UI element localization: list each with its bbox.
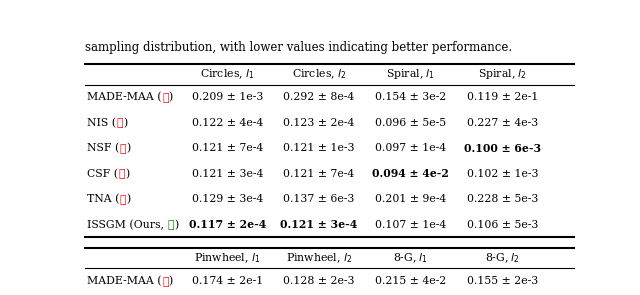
Text: 0.154 ± 3e-2: 0.154 ± 3e-2 bbox=[375, 92, 447, 102]
Text: 0.201 ± 9e-4: 0.201 ± 9e-4 bbox=[375, 194, 447, 204]
Text: 0.121 ± 3e-4: 0.121 ± 3e-4 bbox=[191, 169, 263, 179]
Text: 8-G, $l_2$: 8-G, $l_2$ bbox=[485, 251, 520, 265]
Text: ✗: ✗ bbox=[120, 194, 127, 205]
Text: ✗: ✗ bbox=[162, 276, 168, 287]
Text: ✗: ✗ bbox=[116, 117, 123, 128]
Text: 0.227 ± 4e-3: 0.227 ± 4e-3 bbox=[467, 118, 538, 128]
Text: sampling distribution, with lower values indicating better performance.: sampling distribution, with lower values… bbox=[85, 41, 512, 54]
Text: 0.121 ± 7e-4: 0.121 ± 7e-4 bbox=[192, 143, 263, 153]
Text: 8-G, $l_1$: 8-G, $l_1$ bbox=[394, 251, 428, 265]
Text: 0.209 ± 1e-3: 0.209 ± 1e-3 bbox=[191, 92, 263, 102]
Text: 0.155 ± 2e-3: 0.155 ± 2e-3 bbox=[467, 276, 538, 286]
Text: NSF (: NSF ( bbox=[88, 143, 120, 153]
Text: Circles, $l_2$: Circles, $l_2$ bbox=[292, 68, 346, 81]
Text: MADE-MAA (: MADE-MAA ( bbox=[88, 276, 162, 286]
Text: TNA (: TNA ( bbox=[88, 194, 120, 204]
Text: MADE-MAA (: MADE-MAA ( bbox=[88, 92, 162, 103]
Text: 0.137 ± 6e-3: 0.137 ± 6e-3 bbox=[284, 194, 355, 204]
Text: ✗: ✗ bbox=[162, 276, 168, 287]
Text: ✗: ✗ bbox=[120, 143, 126, 154]
Text: 0.121 ± 1e-3: 0.121 ± 1e-3 bbox=[284, 143, 355, 153]
Text: 0.097 ± 1e-4: 0.097 ± 1e-4 bbox=[375, 143, 446, 153]
Text: ISSGM (Ours,: ISSGM (Ours, bbox=[88, 219, 168, 230]
Text: Spiral, $l_2$: Spiral, $l_2$ bbox=[478, 67, 527, 81]
Text: 0.129 ± 3e-4: 0.129 ± 3e-4 bbox=[192, 194, 263, 204]
Text: ): ) bbox=[168, 92, 173, 103]
Text: ✗: ✗ bbox=[120, 143, 126, 154]
Text: 0.102 ± 1e-3: 0.102 ± 1e-3 bbox=[467, 169, 538, 179]
Text: 0.096 ± 5e-5: 0.096 ± 5e-5 bbox=[375, 118, 446, 128]
Text: ): ) bbox=[123, 118, 127, 128]
Text: 0.121 ± 7e-4: 0.121 ± 7e-4 bbox=[284, 169, 355, 179]
Text: 0.292 ± 8e-4: 0.292 ± 8e-4 bbox=[284, 92, 355, 102]
Text: CSF (: CSF ( bbox=[88, 168, 118, 179]
Text: 0.106 ± 5e-3: 0.106 ± 5e-3 bbox=[467, 219, 538, 230]
Text: 0.119 ± 2e-1: 0.119 ± 2e-1 bbox=[467, 92, 538, 102]
Text: ): ) bbox=[126, 143, 131, 153]
Text: 0.107 ± 1e-4: 0.107 ± 1e-4 bbox=[375, 219, 447, 230]
Text: ✗: ✗ bbox=[116, 117, 123, 128]
Text: Pinwheel, $l_1$: Pinwheel, $l_1$ bbox=[194, 251, 260, 265]
Text: ✓: ✓ bbox=[168, 219, 175, 230]
Text: Pinwheel, $l_2$: Pinwheel, $l_2$ bbox=[286, 251, 352, 265]
Text: 0.100 ± 6e-3: 0.100 ± 6e-3 bbox=[464, 143, 541, 154]
Text: ✗: ✗ bbox=[118, 168, 125, 179]
Text: 0.228 ± 5e-3: 0.228 ± 5e-3 bbox=[467, 194, 538, 204]
Text: ): ) bbox=[127, 194, 131, 204]
Text: NIS (: NIS ( bbox=[88, 118, 116, 128]
Text: ✗: ✗ bbox=[120, 194, 127, 205]
Text: 0.215 ± 4e-2: 0.215 ± 4e-2 bbox=[375, 276, 447, 286]
Text: 0.122 ± 4e-4: 0.122 ± 4e-4 bbox=[192, 118, 263, 128]
Text: ): ) bbox=[125, 168, 129, 179]
Text: 0.117 ± 2e-4: 0.117 ± 2e-4 bbox=[189, 219, 266, 230]
Text: Circles, $l_1$: Circles, $l_1$ bbox=[200, 68, 255, 81]
Text: ✗: ✗ bbox=[118, 168, 125, 179]
Text: ✓: ✓ bbox=[168, 219, 175, 230]
Text: 0.128 ± 2e-3: 0.128 ± 2e-3 bbox=[284, 276, 355, 286]
Text: ): ) bbox=[175, 219, 179, 230]
Text: 0.121 ± 3e-4: 0.121 ± 3e-4 bbox=[280, 219, 358, 230]
Text: ✗: ✗ bbox=[162, 92, 168, 103]
Text: 0.174 ± 2e-1: 0.174 ± 2e-1 bbox=[192, 276, 263, 286]
Text: 0.123 ± 2e-4: 0.123 ± 2e-4 bbox=[284, 118, 355, 128]
Text: 0.094 ± 4e-2: 0.094 ± 4e-2 bbox=[372, 168, 449, 179]
Text: ): ) bbox=[168, 276, 173, 286]
Text: ✗: ✗ bbox=[162, 92, 168, 103]
Text: Spiral, $l_1$: Spiral, $l_1$ bbox=[387, 67, 435, 81]
